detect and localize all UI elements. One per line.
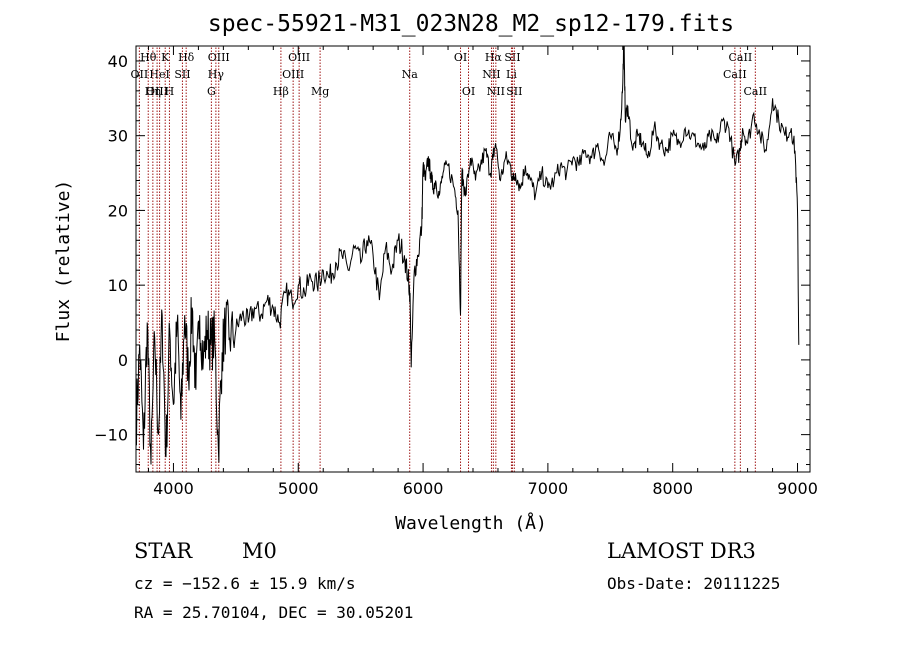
line-label: Hα bbox=[485, 51, 503, 64]
line-label: Hδ bbox=[178, 51, 195, 64]
line-label: Mg bbox=[311, 85, 329, 98]
line-label: NII bbox=[487, 85, 505, 98]
ra-dec: RA = 25.70104, DEC = 30.05201 bbox=[134, 603, 414, 622]
line-label: CaII bbox=[729, 51, 753, 64]
y-tick-label: 40 bbox=[108, 52, 128, 71]
x-axis: 4000 5000 6000 7000 8000 9000 bbox=[147, 46, 818, 498]
x-tick-label: 8000 bbox=[652, 479, 693, 498]
y-tick-label: 0 bbox=[118, 351, 128, 370]
redshift-cz: cz = −152.6 ± 15.9 km/s bbox=[134, 574, 356, 593]
line-label: Hβ bbox=[273, 85, 289, 98]
line-label: Na bbox=[402, 68, 419, 81]
line-label: G bbox=[207, 85, 216, 98]
observation-date: Obs-Date: 20111225 bbox=[607, 574, 781, 593]
line-label: SII bbox=[174, 68, 190, 81]
line-label: Hη bbox=[145, 85, 161, 98]
line-label: Li bbox=[506, 68, 517, 81]
x-tick-label: 7000 bbox=[528, 479, 569, 498]
survey-name: LAMOST DR3 bbox=[607, 539, 756, 563]
line-label: Hγ bbox=[208, 68, 225, 81]
spectrum-series bbox=[135, 45, 800, 465]
y-tick-label: 10 bbox=[108, 276, 128, 295]
line-label: OI bbox=[462, 85, 475, 98]
y-tick-label: 20 bbox=[108, 201, 128, 220]
spectrum-line bbox=[135, 45, 800, 465]
line-label: HeI bbox=[149, 68, 169, 81]
line-label: OIII bbox=[146, 85, 168, 98]
line-label: OII bbox=[131, 68, 149, 81]
y-axis: −10 0 10 20 30 40 bbox=[94, 45, 810, 466]
line-label: OI bbox=[454, 51, 467, 64]
y-axis-label: Flux (relative) bbox=[53, 180, 74, 343]
line-label: K bbox=[161, 51, 170, 64]
line-label: SII bbox=[506, 85, 522, 98]
plot-frame bbox=[135, 45, 811, 473]
line-label: OIII bbox=[282, 68, 304, 81]
line-label: SII bbox=[504, 51, 520, 64]
x-tick-label: 5000 bbox=[278, 479, 319, 498]
y-tick-label: 30 bbox=[108, 127, 128, 146]
line-label: NII bbox=[482, 68, 500, 81]
chart-title: spec-55921-M31_023N28_M2_sp12-179.fits bbox=[208, 11, 734, 37]
line-label: OIII bbox=[208, 51, 230, 64]
line-label: CaII bbox=[743, 85, 767, 98]
y-tick-label: −10 bbox=[94, 426, 128, 445]
line-label: CaII bbox=[723, 68, 747, 81]
object-class: STAR bbox=[134, 539, 193, 563]
line-label: OIII bbox=[288, 51, 310, 64]
x-axis-label: Wavelength (Å) bbox=[395, 512, 547, 534]
x-tick-label: 4000 bbox=[153, 479, 194, 498]
x-tick-label: 9000 bbox=[777, 479, 818, 498]
object-subclass: M0 bbox=[242, 539, 277, 563]
line-label: Hθ bbox=[140, 51, 157, 64]
x-tick-label: 6000 bbox=[403, 479, 444, 498]
line-label: H bbox=[165, 85, 175, 98]
